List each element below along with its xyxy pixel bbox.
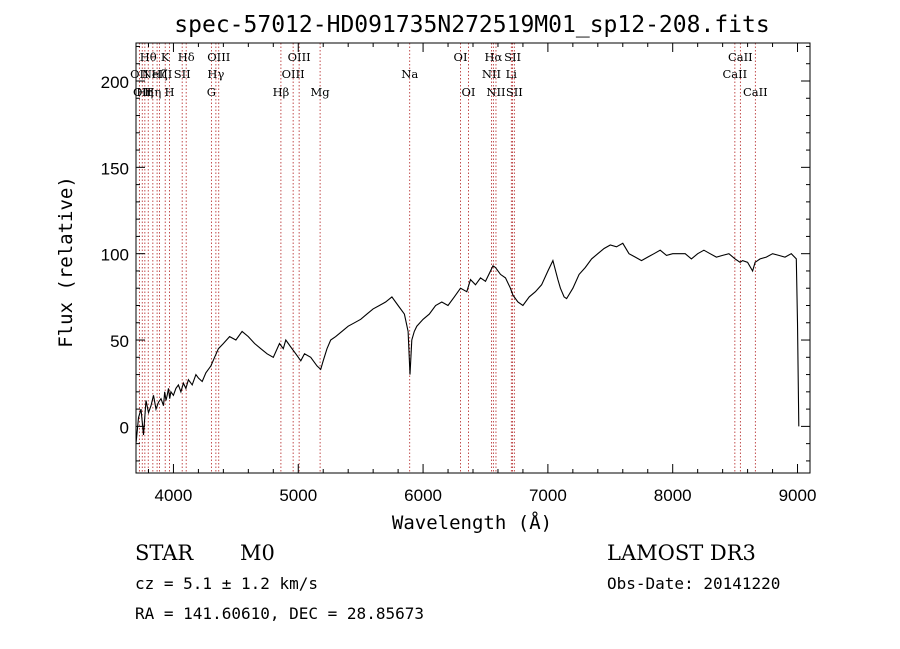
coordinates-readout: RA = 141.60610, DEC = 28.85673: [135, 604, 424, 623]
x-tick-label-2: 6000: [404, 486, 442, 505]
y-axis: 0 50 100 150 200: [101, 45, 810, 462]
observation-date: Obs-Date: 20141220: [607, 574, 781, 593]
object-subclass: M0: [240, 541, 275, 565]
line-label-15: OIII: [282, 67, 305, 81]
spectrum-line: [135, 242, 800, 444]
x-tick-label-1: 5000: [279, 486, 317, 505]
line-label-9: SII: [174, 67, 191, 81]
plot-frame: [135, 42, 811, 474]
x-tick-label-0: 4000: [155, 486, 193, 505]
line-label-29: CaII: [743, 85, 768, 99]
line-label-10: Hδ: [178, 50, 195, 64]
line-label-19: OI: [454, 50, 468, 64]
line-label-26: SII: [506, 85, 523, 99]
line-label-24: Li: [506, 67, 518, 81]
line-label-22: Hα: [484, 50, 502, 64]
line-label-23: NII: [486, 85, 505, 99]
line-label-3: Hθ: [140, 50, 157, 64]
line-label-17: Mg: [311, 85, 331, 99]
survey-label: LAMOST DR3: [607, 541, 756, 565]
y-axis-label: Flux (relative): [55, 176, 77, 348]
line-label-5: NeIII: [142, 67, 173, 81]
y-tick-label-2: 100: [101, 246, 129, 265]
x-axis-label: Wavelength (Å): [392, 511, 552, 534]
line-label-7: K: [161, 50, 170, 64]
spectral-line-labels: OIIOIIHηHθHηNeIIIHζKHSIIHδGHγOIIIHβOIIIO…: [130, 50, 768, 99]
line-label-16: OIII: [288, 50, 311, 64]
line-label-14: Hβ: [273, 85, 290, 99]
line-label-20: OI: [462, 85, 476, 99]
line-label-21: NII: [482, 67, 501, 81]
y-tick-label-1: 50: [110, 332, 129, 351]
line-label-0: OII: [130, 67, 149, 81]
line-label-11: G: [207, 85, 216, 99]
chart-title: spec-57012-HD091735N272519M01_sp12-208.f…: [174, 12, 769, 38]
x-tick-label-4: 8000: [654, 486, 692, 505]
line-label-18: Na: [401, 67, 418, 81]
line-label-1: OII: [133, 85, 152, 99]
line-label-4: Hη: [144, 85, 161, 99]
object-class: STAR: [135, 541, 194, 565]
line-label-8: H: [165, 85, 175, 99]
redshift-readout: cz = 5.1 ± 1.2 km/s: [135, 574, 319, 593]
spectral-line-markers: [138, 43, 756, 473]
y-tick-label-4: 200: [101, 73, 129, 92]
line-label-13: OIII: [207, 50, 230, 64]
line-label-12: Hγ: [207, 67, 224, 81]
line-label-6: Hζ: [151, 67, 167, 81]
line-label-28: CaII: [728, 50, 753, 64]
line-label-25: SII: [504, 50, 521, 64]
y-tick-label-3: 150: [101, 159, 129, 178]
y-tick-label-0: 0: [120, 418, 129, 437]
x-tick-label-3: 7000: [529, 486, 567, 505]
line-label-2: Hη: [136, 85, 153, 99]
x-axis: 4000 5000 6000 7000 8000 9000: [147, 43, 817, 505]
x-tick-label-5: 9000: [779, 486, 817, 505]
line-label-27: CaII: [722, 67, 747, 81]
